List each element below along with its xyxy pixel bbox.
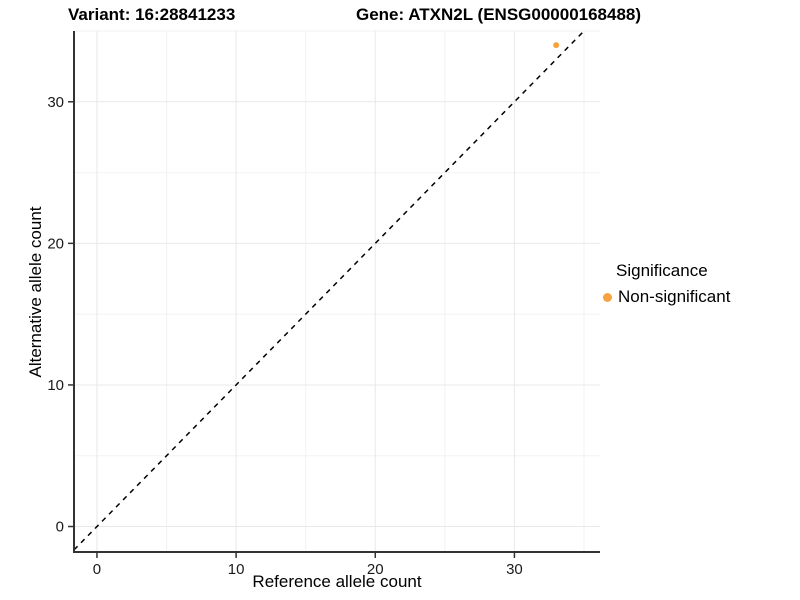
y-tick-label: 30 — [47, 94, 64, 111]
legend-circle-marker-icon — [603, 292, 612, 302]
x-tick-label: 0 — [93, 561, 101, 578]
identity-line — [73, 30, 585, 551]
y-axis-label: Alternative allele count — [26, 206, 45, 378]
legend-item-non-significant: Non-significant — [600, 287, 730, 307]
y-tick-label: 20 — [47, 235, 64, 252]
y-tick-label: 0 — [56, 519, 64, 536]
data-point — [553, 42, 560, 49]
y-tick-label: 10 — [47, 377, 64, 394]
x-axis-label: Reference allele count — [252, 572, 422, 591]
x-tick-label: 20 — [367, 561, 384, 578]
x-tick-label: 10 — [228, 561, 245, 578]
x-tick-label: 30 — [506, 561, 523, 578]
legend-item-label: Non-significant — [618, 287, 731, 306]
gene-title: Gene: ATXN2L (ENSG00000168488) — [356, 5, 642, 24]
plot-panel — [74, 31, 600, 552]
legend-title: Significance — [616, 261, 708, 280]
legend: Significance Non-significant — [600, 261, 730, 307]
variant-title: Variant: 16:28841233 — [68, 5, 236, 24]
